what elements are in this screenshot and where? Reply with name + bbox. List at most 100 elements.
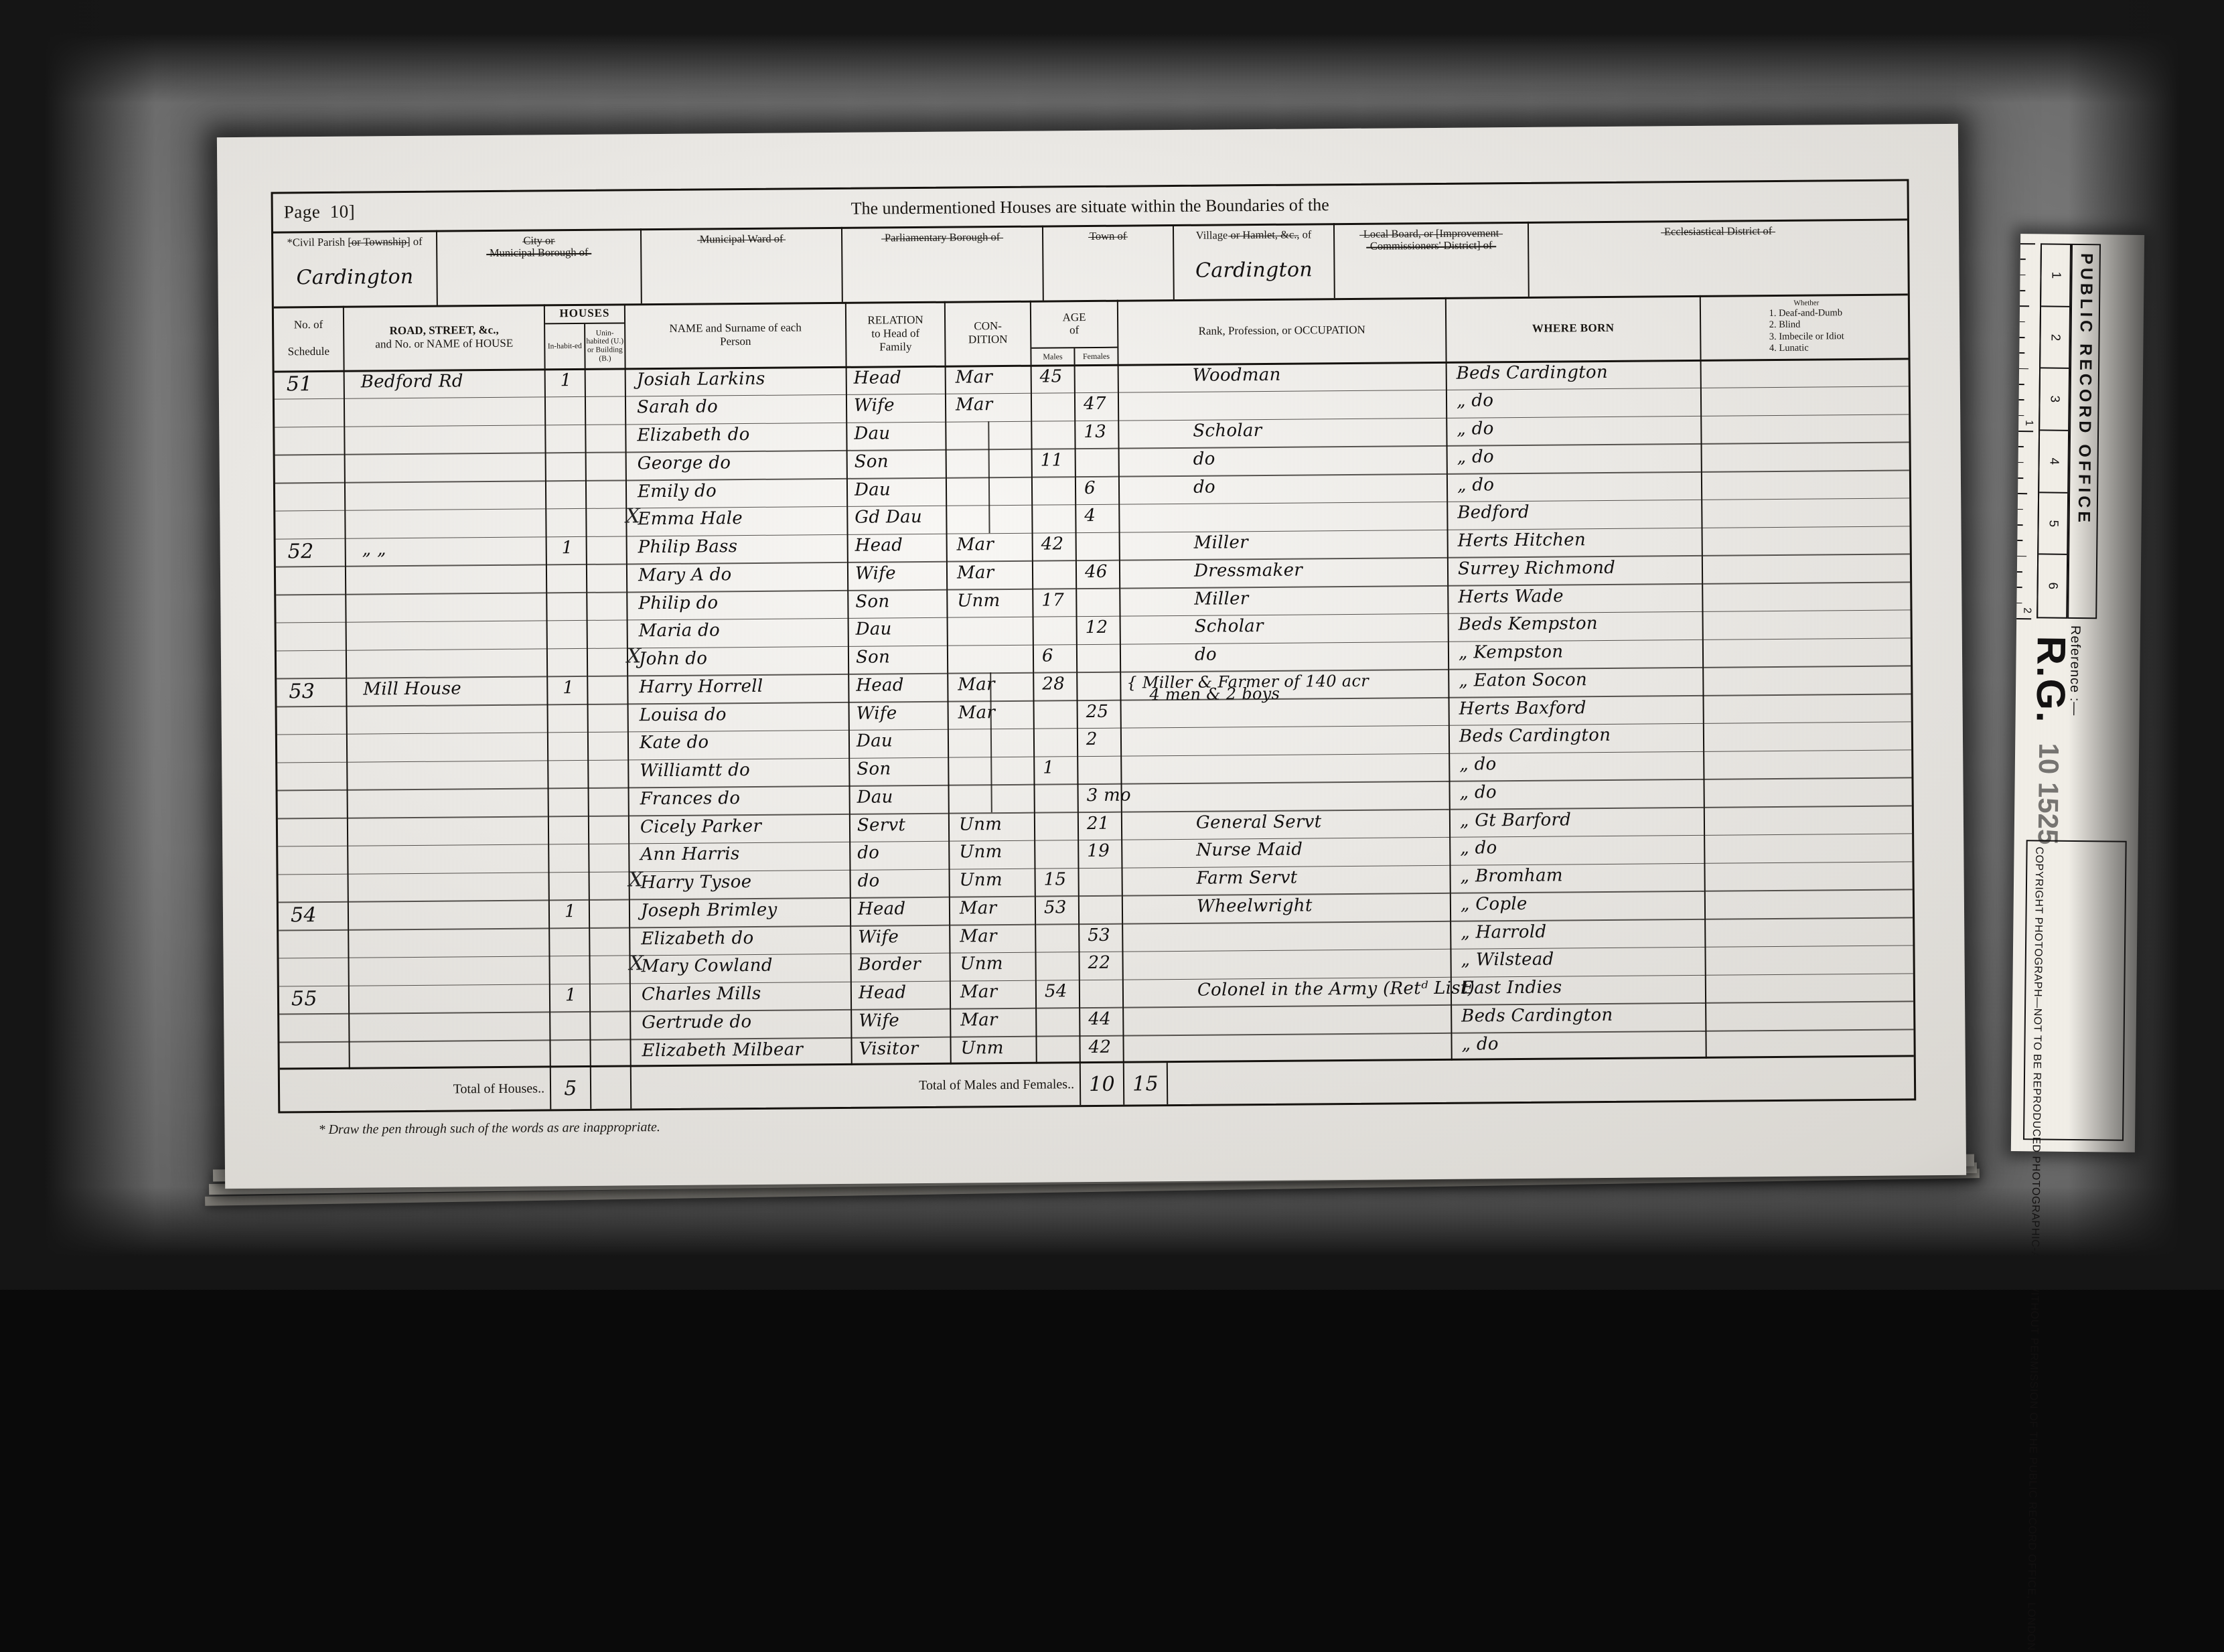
ruler-tick xyxy=(2020,321,2025,323)
cell-value: Maria do xyxy=(639,621,721,642)
cell-value: Unm xyxy=(960,870,1003,891)
row-rule xyxy=(1080,895,1122,897)
row-rule xyxy=(346,592,546,595)
cell-value: 6 xyxy=(1084,477,1096,498)
cell-value: Mar xyxy=(956,367,993,387)
cell-value: 1 xyxy=(1043,758,1054,778)
row-rule xyxy=(589,843,628,844)
cell-value: Wife xyxy=(858,927,899,947)
row-rule xyxy=(350,984,549,986)
total-females-value: 15 xyxy=(1132,1072,1159,1096)
row-rule xyxy=(1121,641,1448,644)
pro-scale-cell-3: 3 xyxy=(2040,369,2069,431)
district-cell-7: Ecclesiastical District of xyxy=(1529,218,1908,296)
col-road-line2: and No. or NAME of HOUSE xyxy=(375,337,513,351)
pro-scale-cell-1: 1 xyxy=(2041,244,2070,307)
cell-value: Wife xyxy=(859,1010,899,1031)
row-rule xyxy=(349,956,548,958)
row-rule xyxy=(349,900,548,903)
col-schedule-line1: No. of xyxy=(294,318,323,331)
banner-text: The undermentioned Houses are situate wi… xyxy=(273,190,1907,223)
row-rule xyxy=(1077,588,1119,589)
pro-reference-number: 10 1525 xyxy=(2032,743,2065,844)
cell-value: Beds Cardington xyxy=(1457,362,1608,383)
row-rule xyxy=(1447,388,1700,390)
cell-value: Elizabeth Milbear xyxy=(642,1039,803,1061)
col-header-age: AGE of Males Females xyxy=(1031,300,1119,365)
cell-value: Border xyxy=(858,954,921,975)
row-rule xyxy=(1119,390,1446,393)
cell-value: Unm xyxy=(959,814,1002,835)
row-rule xyxy=(346,508,545,511)
row-rule xyxy=(1123,921,1450,924)
cell-value: 1 xyxy=(565,985,577,1005)
row-rule xyxy=(548,732,587,733)
row-rule xyxy=(346,453,545,455)
cell-value: Herts Baxford xyxy=(1459,698,1586,719)
row-rule xyxy=(1035,840,1078,841)
row-rule xyxy=(1032,392,1074,394)
total-persons-label: Total of Males and Females.. xyxy=(632,1077,1080,1096)
district-value-5: Cardington xyxy=(1174,258,1333,283)
row-rule xyxy=(587,592,626,593)
col-houses-uninhabited: Unin-habited (U.) or Building (B.) xyxy=(585,323,625,368)
ruler-tick xyxy=(2020,337,2025,338)
row-rule xyxy=(1080,979,1122,980)
row-rule xyxy=(848,589,946,591)
row-rule xyxy=(1080,952,1122,953)
row-rule xyxy=(586,424,625,425)
cell-value: Bedford Rd xyxy=(361,371,463,392)
row-rule xyxy=(548,648,587,650)
footnote-text: * Draw the pen through such of the words… xyxy=(318,1120,660,1138)
col-road-line1: ROAD, STREET, &c., xyxy=(390,323,499,337)
cell-value: Emma Hale xyxy=(638,508,743,529)
row-rule xyxy=(1078,700,1120,701)
pro-scale-number: 6 xyxy=(2045,583,2060,590)
cell-value: Miller xyxy=(1194,532,1248,553)
row-rule xyxy=(850,841,948,843)
cell-value: Woodman xyxy=(1193,364,1281,385)
row-rule xyxy=(1078,728,1120,729)
row-rule xyxy=(847,421,945,423)
row-rule xyxy=(1451,807,1704,810)
row-rule xyxy=(1705,806,1912,808)
row-rule xyxy=(1704,666,1911,668)
row-rule xyxy=(546,396,585,398)
cell-value: Dau xyxy=(857,787,893,807)
col-whereborn-label: WHERE BORN xyxy=(1532,321,1615,335)
pro-scale-number: 3 xyxy=(2047,396,2062,403)
row-rule xyxy=(1120,445,1447,449)
row-rule xyxy=(346,480,545,483)
cell-value: „ do xyxy=(1457,391,1493,411)
cell-value: Cicely Parker xyxy=(640,816,761,837)
cell-value: Williamtt do xyxy=(640,760,750,781)
row-rule xyxy=(590,955,629,956)
row-rule xyxy=(277,622,346,623)
row-rule xyxy=(1702,414,1909,417)
cell-value: Unm xyxy=(959,842,1002,862)
cell-value: Frances do xyxy=(640,788,741,809)
row-rule xyxy=(1448,443,1701,446)
row-rule xyxy=(1451,919,1704,921)
cell-value: „ „ xyxy=(362,539,386,559)
cell-value: 1 xyxy=(565,901,576,921)
row-rule xyxy=(1703,581,1910,584)
row-rule xyxy=(350,1012,549,1015)
census-page-sheet: Page 10] The undermentioned Houses are s… xyxy=(217,124,1966,1189)
row-rule xyxy=(628,618,848,621)
pro-scale-cell-6: 6 xyxy=(2038,555,2067,617)
row-rule xyxy=(1703,609,1910,612)
col-header-whether: Whether 1. Deaf-and-Dumb 2. Blind 3. Imb… xyxy=(1701,293,1909,359)
row-rule xyxy=(1033,532,1076,534)
col-header-relation: RELATION to Head of Family xyxy=(846,301,946,366)
row-rule xyxy=(348,816,548,819)
row-rule xyxy=(1076,420,1118,421)
row-rule xyxy=(346,565,546,567)
row-rule xyxy=(1704,749,1911,752)
row-rule xyxy=(548,676,587,677)
col-whether-item-4: 4. Lunatic xyxy=(1769,343,1809,354)
